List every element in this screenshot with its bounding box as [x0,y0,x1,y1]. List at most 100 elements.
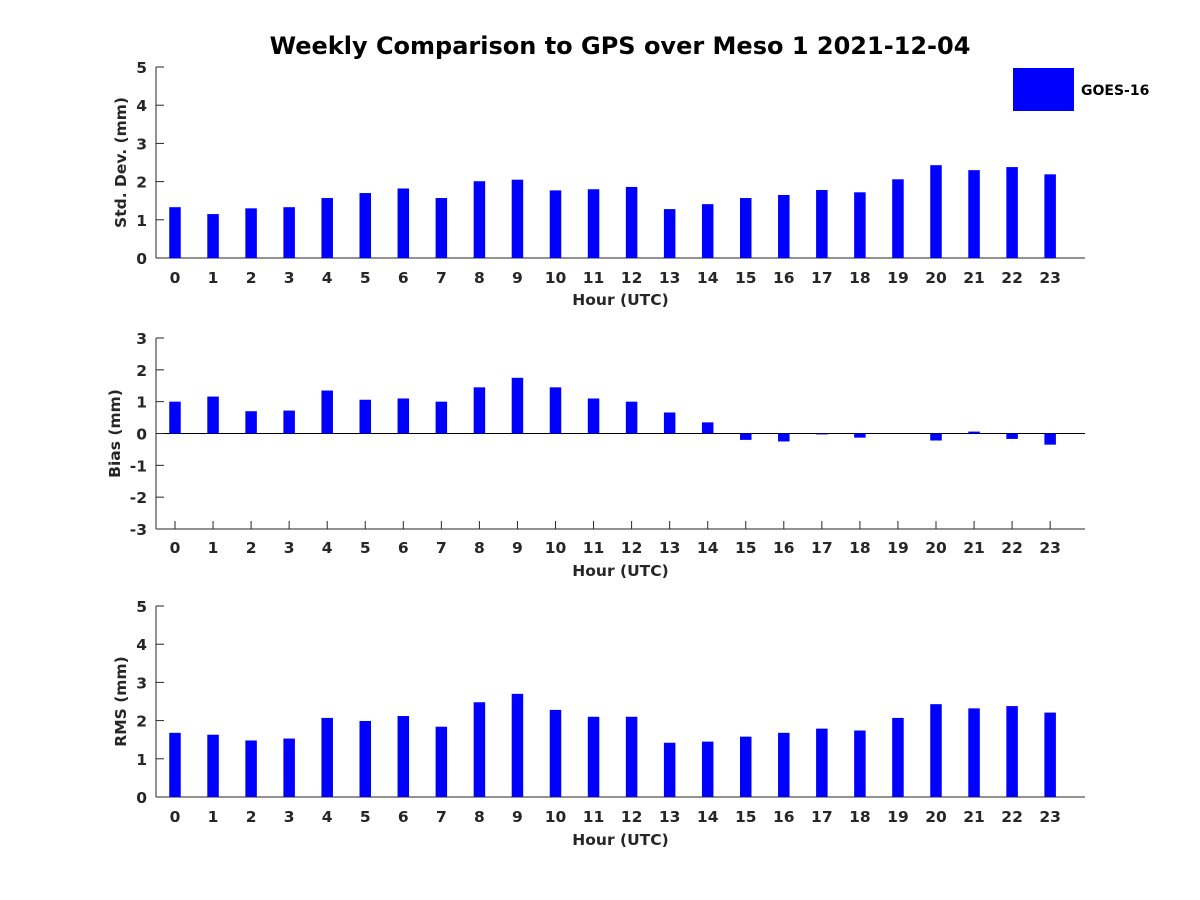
std-xtick-label: 15 [735,269,757,287]
bias-xtick-label: 11 [583,539,605,557]
std-ytick-label: 5 [136,59,147,77]
rms-ytick-label: 4 [136,636,147,654]
bias-xtick-label: 7 [436,539,447,557]
bias-xtick-label: 17 [811,539,833,557]
std-bar-hour-8 [473,181,486,258]
bias-xtick-label: 8 [474,539,485,557]
std-xtick-label: 0 [170,269,181,287]
std-xtick-label: 19 [887,269,909,287]
bias-xtick-label: 15 [735,539,757,557]
bias-xtick-label: 21 [963,539,985,557]
bias-xtick-label: 23 [1039,539,1061,557]
std-xtick-label: 23 [1039,269,1061,287]
rms-bar-hour-9 [511,693,524,797]
bias-xtick-label: 2 [246,539,257,557]
bias-xtick-label: 1 [208,539,219,557]
bias-xtick-label: 19 [887,539,909,557]
bias-bar-hour-16 [778,433,790,442]
std-bar-hour-1 [207,214,219,258]
std-bar-hour-23 [1044,174,1056,258]
rms-xtick-label: 20 [925,808,947,826]
rms-bar-hour-11 [587,716,600,797]
bias-bar-hour-20 [930,433,942,441]
bias-xtick-label: 20 [925,539,947,557]
bias-bar-hour-17 [816,433,828,435]
bias-ytick-label: -3 [130,521,147,539]
rms-xtick-label: 4 [322,808,333,826]
std-xtick-label: 9 [512,269,523,287]
legend-label-goes-16: GOES-16 [1081,83,1149,99]
std-xtick-label: 11 [583,269,605,287]
bias-bar-hour-9 [511,377,524,434]
bias-bar-hour-1 [207,396,219,434]
rms-bar-hour-0 [169,732,181,797]
bias-bar-hour-22 [1006,433,1018,439]
std-xtick-label: 10 [545,269,567,287]
rms-xtick-label: 8 [474,808,485,826]
rms-ylabel: RMS (mm) [112,656,130,746]
std-bar-hour-18 [854,192,866,258]
std-ylabel: Std. Dev. (mm) [112,97,130,228]
rms-xlabel: Hour (UTC) [572,831,668,849]
rms-xtick-label: 18 [849,808,871,826]
bias-bar-hour-11 [587,398,600,434]
std-bar-hour-9 [511,179,524,258]
rms-xtick-label: 3 [284,808,295,826]
rms-xtick-label: 9 [512,808,523,826]
rms-bar-hour-16 [778,732,790,797]
std-xtick-label: 8 [474,269,485,287]
rms-xtick-label: 23 [1039,808,1061,826]
std-xtick-label: 3 [284,269,295,287]
bias-bar-hour-13 [663,412,676,434]
bias-bar-hour-6 [397,398,410,434]
rms-bar-hour-13 [663,742,676,797]
rms-ytick-label: 2 [136,713,147,731]
std-xtick-label: 22 [1001,269,1023,287]
rms-xtick-label: 14 [697,808,719,826]
rms-bar-hour-2 [245,740,257,797]
bias-bar-hour-12 [625,401,638,434]
rms-bar-hour-6 [397,716,410,797]
std-bar-hour-11 [587,189,600,258]
std-bar-hour-10 [549,190,562,258]
bias-xtick-label: 9 [512,539,523,557]
std-bar-hour-3 [283,207,295,258]
bias-xtick-label: 16 [773,539,795,557]
std-xlabel: Hour (UTC) [572,291,668,309]
rms-bar-hour-7 [435,726,448,797]
rms-bar-hour-5 [359,720,371,797]
rms-xtick-label: 5 [360,808,371,826]
std-ytick-label: 4 [136,97,147,115]
rms-bar-hour-18 [854,730,866,797]
std-ytick-label: 3 [136,135,147,153]
std-xtick-label: 1 [208,269,219,287]
bias-ylabel: Bias (mm) [106,389,124,478]
std-bar-hour-14 [701,204,714,258]
rms-bar-hour-22 [1006,706,1018,797]
bias-ytick-label: -2 [130,489,147,507]
rms-bar-hour-3 [283,738,295,797]
rms-xtick-label: 16 [773,808,795,826]
std-xtick-label: 6 [398,269,409,287]
std-bar-hour-16 [778,194,790,258]
std-xtick-label: 16 [773,269,795,287]
std-bar-hour-7 [435,198,448,258]
rms-bar-hour-17 [816,728,828,797]
std-xtick-label: 12 [621,269,643,287]
std-bar-hour-0 [169,207,181,258]
rms-xtick-label: 13 [659,808,681,826]
std-bar-hour-17 [816,190,828,258]
rms-xtick-label: 11 [583,808,605,826]
rms-xtick-label: 10 [545,808,567,826]
rms-xtick-label: 6 [398,808,409,826]
std-bar-hour-12 [625,186,638,258]
rms-xtick-label: 21 [963,808,985,826]
rms-ytick-label: 5 [136,598,147,616]
std-xtick-label: 20 [925,269,947,287]
bias-ytick-label: 0 [136,426,147,444]
bias-ytick-label: -1 [130,457,147,475]
bias-bar-hour-4 [321,390,333,434]
rms-ytick-label: 3 [136,674,147,692]
